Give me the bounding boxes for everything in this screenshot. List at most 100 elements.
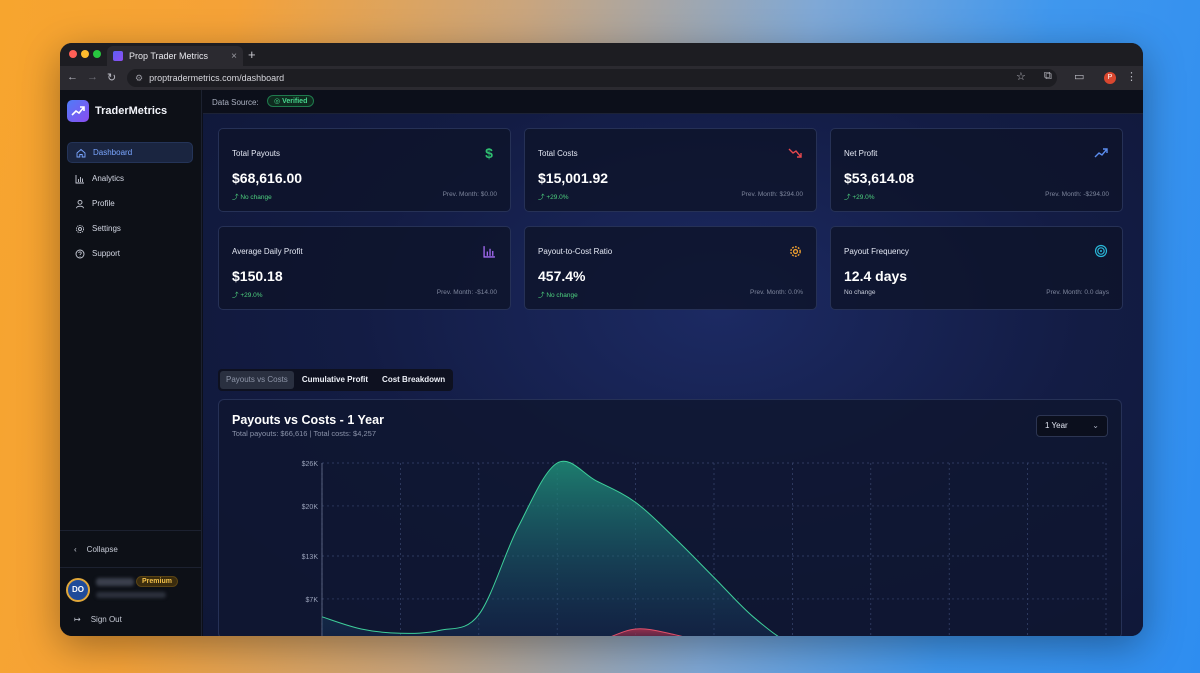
browser-tab-strip: Prop Trader Metrics × + xyxy=(60,43,1143,66)
help-icon xyxy=(75,249,85,258)
collapse-label: Collapse xyxy=(86,545,118,554)
y-tick-label: $13K xyxy=(302,554,319,561)
target-icon xyxy=(1092,242,1110,260)
y-tick-label: $26K xyxy=(302,461,319,468)
series-area-payouts xyxy=(322,461,778,636)
forward-icon[interactable]: → xyxy=(87,71,98,83)
card-prev: Prev. Month: -$294.00 xyxy=(1045,191,1109,198)
card-title: Total Costs xyxy=(538,149,578,158)
card-change: ⤴ No change xyxy=(538,292,578,299)
dollar-icon: $ xyxy=(485,145,493,161)
browser-tab[interactable]: Prop Trader Metrics × xyxy=(107,46,243,66)
stat-card-total-costs: Total Costs $15,001.92 ⤴ +29.0% Prev. Mo… xyxy=(524,128,817,212)
url-text: proptradermetrics.com/dashboard xyxy=(149,73,285,83)
sidebar-item-settings[interactable]: Settings xyxy=(67,218,193,239)
browser-toolbar: ← → ↻ ⚙ proptradermetrics.com/dashboard … xyxy=(60,66,1143,90)
gear-icon xyxy=(786,242,804,260)
user-name-redacted xyxy=(96,578,134,586)
card-value: $15,001.92 xyxy=(538,170,609,186)
site-info-icon[interactable]: ⚙ xyxy=(135,72,144,83)
chart-card: Payouts vs Costs - 1 Year Total payouts:… xyxy=(218,399,1122,636)
verified-badge: ◎ Verified xyxy=(267,95,315,107)
sidebar: TraderMetrics Dashboard Analytics Profil… xyxy=(60,90,202,636)
chart-tabs: Payouts vs Costs Cumulative Profit Cost … xyxy=(218,369,454,391)
chevron-left-icon: ‹ xyxy=(74,545,77,554)
trending-down-icon xyxy=(786,144,804,162)
card-title: Total Payouts xyxy=(232,149,281,158)
stat-card-total-payouts: Total Payouts $ $68,616.00 ⤴ No change P… xyxy=(218,128,511,212)
sidebar-item-support[interactable]: Support xyxy=(67,243,193,264)
user-email-redacted xyxy=(96,592,166,598)
chevron-down-icon: ⌄ xyxy=(1092,421,1099,430)
premium-badge: Premium xyxy=(136,576,178,587)
trending-up-icon xyxy=(1092,144,1110,162)
bar-chart-icon xyxy=(75,174,84,183)
maximize-window-button[interactable] xyxy=(93,50,101,58)
address-bar[interactable]: ⚙ proptradermetrics.com/dashboard xyxy=(127,69,1057,87)
sidebar-item-label: Support xyxy=(92,249,121,258)
stat-card-payout-frequency: Payout Frequency 12.4 days No change Pre… xyxy=(830,226,1123,310)
chart-title: Payouts vs Costs - 1 Year xyxy=(232,413,384,427)
stat-card-net-profit: Net Profit $53,614.08 ⤴ +29.0% Prev. Mon… xyxy=(830,128,1123,212)
time-range-select[interactable]: 1 Year ⌄ xyxy=(1036,415,1108,437)
sidebar-item-profile[interactable]: Profile xyxy=(67,193,193,214)
card-prev: Prev. Month: 0.0% xyxy=(750,289,803,296)
card-change: ⤴ +29.0% xyxy=(538,194,569,201)
card-prev: Prev. Month: -$14.00 xyxy=(436,289,497,296)
card-prev: Prev. Month: $294.00 xyxy=(741,191,803,198)
browser-menu-icon[interactable]: ⋮ xyxy=(1126,71,1137,83)
back-icon[interactable]: ← xyxy=(67,71,78,83)
sidebar-item-dashboard[interactable]: Dashboard xyxy=(67,142,193,163)
sign-out-button[interactable]: ↦ Sign Out xyxy=(74,615,122,624)
sidebar-item-label: Profile xyxy=(92,199,115,208)
brand-name: TraderMetrics xyxy=(95,105,168,117)
reload-icon[interactable]: ↻ xyxy=(107,72,117,84)
card-change: ⤴ No change xyxy=(232,194,272,201)
series-line-payouts xyxy=(321,460,779,636)
browser-profile-avatar[interactable]: P xyxy=(1104,72,1116,84)
tab-cumulative-profit[interactable]: Cumulative Profit xyxy=(301,375,369,384)
tab-cost-breakdown[interactable]: Cost Breakdown xyxy=(382,375,446,384)
card-title: Payout-to-Cost Ratio xyxy=(538,247,613,256)
card-value: 457.4% xyxy=(538,268,586,284)
avatar[interactable]: DO xyxy=(66,578,90,602)
chart-subtitle: Total payouts: $66,616 | Total costs: $4… xyxy=(232,429,376,438)
card-title: Payout Frequency xyxy=(844,247,909,256)
card-prev: Prev. Month: 0.0 days xyxy=(1046,289,1109,296)
card-value: 12.4 days xyxy=(844,268,908,284)
bar-chart-icon xyxy=(480,242,498,260)
card-prev: Prev. Month: $0.00 xyxy=(442,191,497,198)
brand[interactable]: TraderMetrics xyxy=(67,100,167,122)
time-range-value: 1 Year xyxy=(1045,421,1068,430)
card-change: ⤴ +29.0% xyxy=(232,292,263,299)
card-value: $53,614.08 xyxy=(844,170,915,186)
card-change: ⤴ +29.0% xyxy=(844,194,875,201)
close-window-button[interactable] xyxy=(69,50,77,58)
extensions-icon[interactable]: ⧉ xyxy=(1044,70,1052,82)
close-tab-icon[interactable]: × xyxy=(231,50,237,62)
card-title: Average Daily Profit xyxy=(232,247,303,256)
card-title: Net Profit xyxy=(844,149,878,158)
bookmark-star-icon[interactable]: ☆ xyxy=(1016,71,1026,83)
favicon-icon xyxy=(113,51,123,61)
collapse-button[interactable]: ‹ Collapse xyxy=(74,545,118,554)
card-value: $68,616.00 xyxy=(232,170,303,186)
sidebar-item-label: Analytics xyxy=(92,174,125,183)
minimize-window-button[interactable] xyxy=(81,50,89,58)
sidebar-item-label: Dashboard xyxy=(93,148,133,157)
gear-icon xyxy=(75,224,85,233)
tab-payouts-vs-costs[interactable]: Payouts vs Costs xyxy=(220,371,294,389)
stat-card-payout-to-cost-ratio: Payout-to-Cost Ratio 457.4% ⤴ No change … xyxy=(524,226,817,310)
browser-window: Prop Trader Metrics × + ← → ↻ ⚙ proptrad… xyxy=(60,43,1143,636)
payouts-vs-costs-chart: $0$7K$13K$20K$26KAug 2024Sep 2024Oct 202… xyxy=(302,460,1107,636)
y-tick-label: $7K xyxy=(306,597,319,604)
new-tab-button[interactable]: + xyxy=(248,47,256,62)
cast-icon[interactable]: ▭ xyxy=(1074,71,1085,83)
logo-icon xyxy=(67,100,89,122)
sidebar-item-analytics[interactable]: Analytics xyxy=(67,168,193,189)
data-source-label: Data Source: xyxy=(212,98,259,107)
browser-tab-title: Prop Trader Metrics xyxy=(129,51,209,61)
user-icon xyxy=(76,199,84,208)
main-content: Data Source: ◎ Verified Total Payouts $ … xyxy=(203,90,1143,636)
sidebar-item-label: Settings xyxy=(92,224,121,233)
